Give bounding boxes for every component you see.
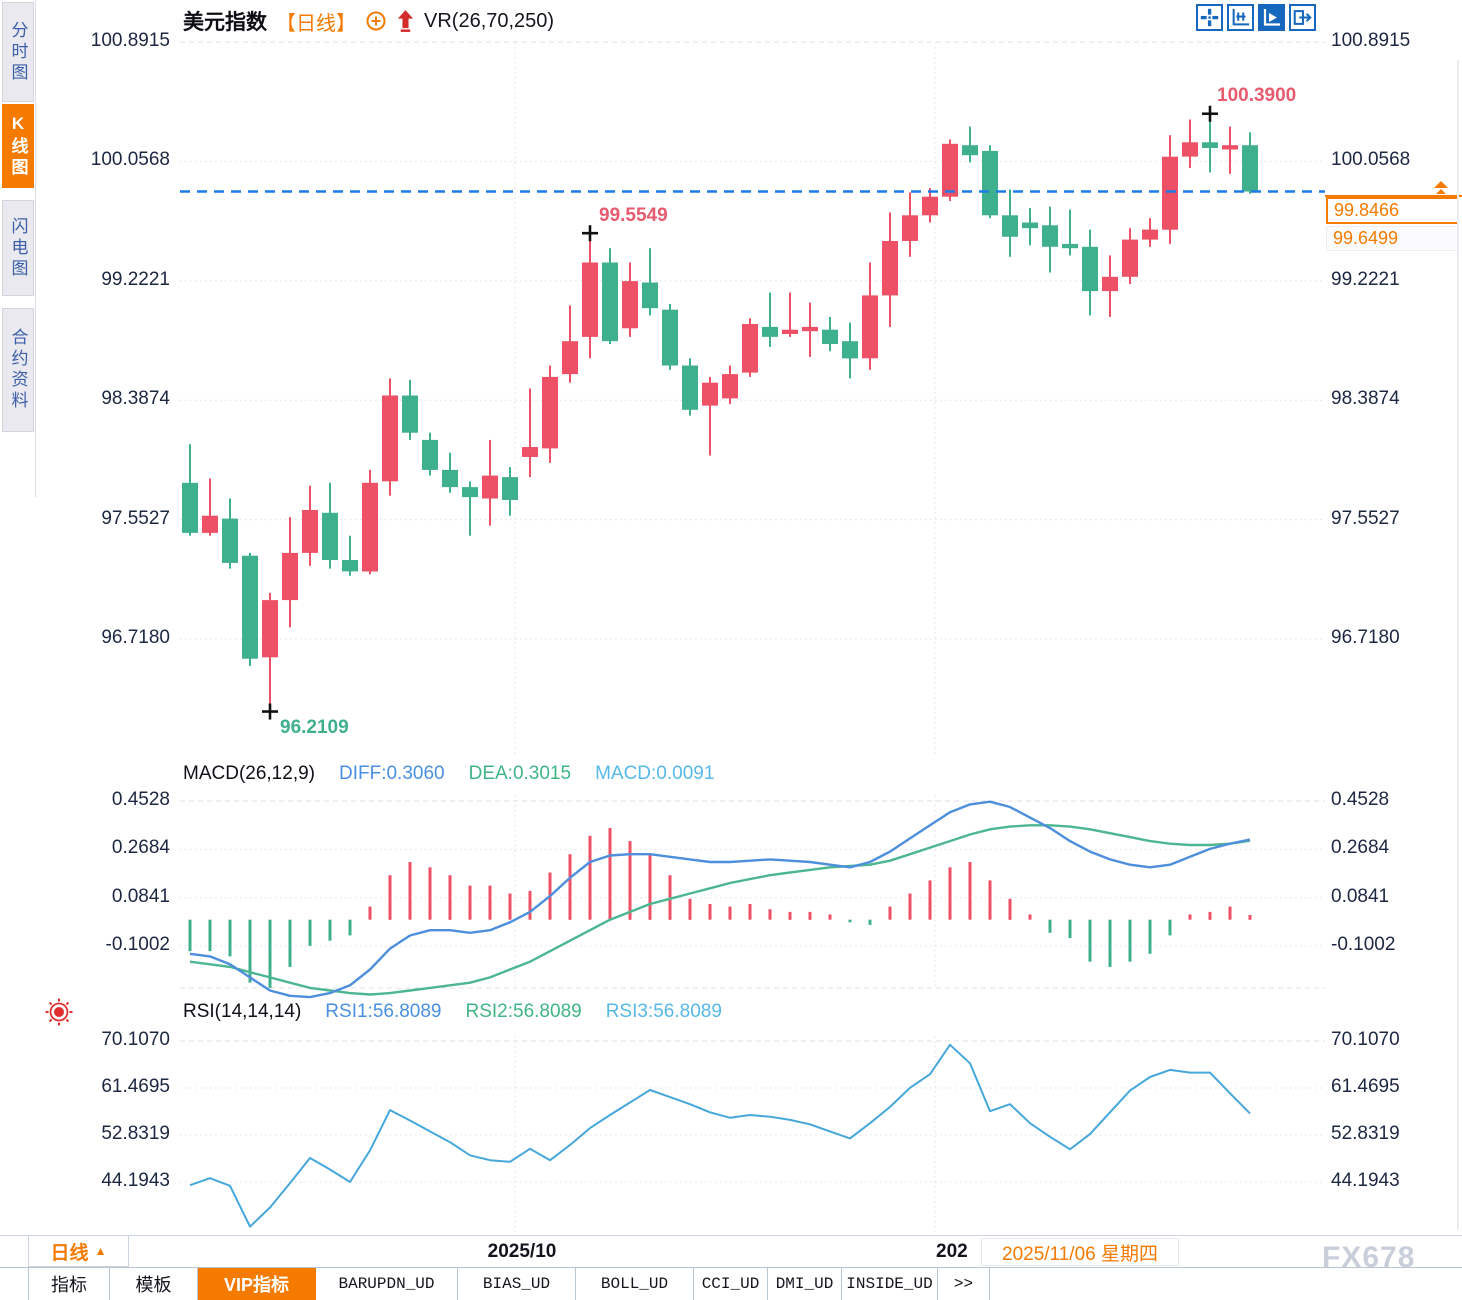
price-axis-tick-right: 97.5527 <box>1331 507 1400 529</box>
up-arrow-icon <box>396 9 415 33</box>
price-axis-tick-left: 97.5527 <box>101 507 170 529</box>
bottom-tab-7[interactable]: DMI_UD <box>768 1268 842 1300</box>
rsi-axis-tick-left: 70.1070 <box>101 1029 170 1050</box>
price-annotation-swing-high-mid: 99.5549 <box>599 205 668 227</box>
bottom-tab-4[interactable]: BIAS_UD <box>458 1268 576 1300</box>
macd-macd-value: MACD:0.0091 <box>595 763 715 784</box>
bottom-tab-8[interactable]: INSIDE_UD <box>842 1268 938 1300</box>
sidebar-tab-1[interactable]: K线图 <box>2 104 34 188</box>
vr-indicator-label: VR(26,70,250) <box>424 9 555 32</box>
rsi-axis-tick-left: 44.1943 <box>101 1170 170 1191</box>
bottom-tab-9[interactable]: >> <box>938 1268 990 1300</box>
pan-crosshair-icon[interactable] <box>1196 4 1223 31</box>
export-panel-icon[interactable] <box>1289 4 1316 31</box>
period-tag: 【日线】 <box>276 12 356 35</box>
price-axis-tick-left: 99.2221 <box>101 268 170 290</box>
price-arrow-icon <box>1432 180 1450 201</box>
rsi-axis-tick-right: 52.8319 <box>1331 1122 1400 1144</box>
prev-price-tag: 99.6499 <box>1326 226 1459 251</box>
price-axis-tick-left: 100.8915 <box>90 30 170 51</box>
rsi-axis-tick-left: 52.8319 <box>101 1122 170 1144</box>
rsi-axis-tick-right: 70.1070 <box>1331 1029 1400 1050</box>
chart-title-bar: 美元指数 【日线】 VR(26,70,250) <box>183 5 554 37</box>
rsi2-value: RSI2:56.8089 <box>465 1001 582 1022</box>
symbol-name: 美元指数 <box>183 11 267 34</box>
price-axis-tick-right: 100.8915 <box>1331 30 1411 51</box>
macd-axis-tick-right: 0.4528 <box>1331 789 1390 810</box>
price-annotation-swing-low: 96.2109 <box>280 716 349 738</box>
macd-header: MACD(26,12,9) DIFF:0.3060 DEA:0.3015 MAC… <box>183 763 714 785</box>
macd-axis-tick-left: 0.4528 <box>111 789 170 810</box>
macd-axis-tick-right: 0.2684 <box>1331 837 1390 859</box>
period-dropdown[interactable]: 日线 ▲ <box>28 1235 129 1267</box>
bottom-tab-bar: 指标 模板 VIP指标 BARUPDN_UD BIAS_UD BOLL_UD CCI_UD D… <box>0 1267 1462 1300</box>
bottom-tab-2[interactable]: VIP指标 <box>198 1268 316 1300</box>
bottom-tab-6[interactable]: CCI_UD <box>694 1268 768 1300</box>
bottom-tab-3[interactable]: BARUPDN_UD <box>316 1268 458 1300</box>
sidebar-tab-0[interactable]: 分时图 <box>2 2 34 102</box>
price-axis-tick-left: 98.3874 <box>101 388 170 410</box>
cursor-date-box: 2025/11/06 星期四 <box>981 1238 1179 1266</box>
macd-dea-value: DEA:0.3015 <box>468 763 572 784</box>
macd-diff-value: DIFF:0.3060 <box>339 763 445 784</box>
last-price-tag: 99.8466 <box>1326 197 1459 224</box>
macd-axis-tick-right: 0.0841 <box>1331 885 1390 907</box>
chart-toolbar <box>1196 4 1316 31</box>
indicator-settings-sun-icon[interactable] <box>44 997 74 1027</box>
last-price-marker-line <box>1325 195 1462 197</box>
plus-circle-icon[interactable] <box>365 10 387 32</box>
rsi-title: RSI(14,14,14) <box>183 1001 302 1022</box>
price-axis-tick-right: 96.7180 <box>1331 627 1400 648</box>
bottom-tab-5[interactable]: BOLL_UD <box>576 1268 694 1300</box>
macd-axis-tick-right: -0.1002 <box>1331 934 1396 955</box>
macd-title: MACD(26,12,9) <box>183 763 315 784</box>
rsi1-value: RSI1:56.8089 <box>325 1001 442 1022</box>
sidebar-tab-3[interactable]: 合约资料 <box>2 308 34 432</box>
rsi-axis-tick-right: 61.4695 <box>1331 1075 1400 1097</box>
right-edge-scrollbar <box>1457 60 1459 1230</box>
price-annotation-swing-high: 100.3900 <box>1217 84 1297 106</box>
macd-axis-tick-left: 0.0841 <box>111 885 170 907</box>
axis-play-icon[interactable] <box>1258 4 1285 31</box>
price-axis-tick-right: 98.3874 <box>1331 388 1400 410</box>
price-axis-tick-right: 99.2221 <box>1331 268 1400 290</box>
rsi-axis-tick-right: 44.1943 <box>1331 1170 1400 1191</box>
axis-scale-icon[interactable] <box>1227 4 1254 31</box>
sidebar-tab-2[interactable]: 闪电图 <box>2 200 34 296</box>
period-dropdown-label: 日线 <box>50 1242 89 1264</box>
x-axis-row: 日线 ▲ 2025/10 202 2025/11/06 星期四 <box>0 1235 1462 1267</box>
rsi-header: RSI(14,14,14) RSI1:56.8089 RSI2:56.8089 … <box>183 1001 722 1023</box>
rsi3-value: RSI3:56.8089 <box>605 1001 722 1022</box>
dropdown-arrow-icon: ▲ <box>94 1244 107 1258</box>
price-axis-tick-right: 100.0568 <box>1331 149 1411 171</box>
x-axis-partial-month-label: 202 <box>936 1241 968 1262</box>
rsi-axis-tick-left: 61.4695 <box>101 1075 170 1097</box>
macd-axis-tick-left: -0.1002 <box>105 934 170 955</box>
bottom-tab-1[interactable]: 模板 <box>110 1268 198 1300</box>
x-axis-month-label: 2025/10 <box>487 1241 557 1262</box>
sidebar-divider <box>35 0 36 497</box>
price-axis-tick-left: 96.7180 <box>101 627 170 648</box>
bottom-tab-0[interactable]: 指标 <box>28 1268 110 1300</box>
macd-axis-tick-left: 0.2684 <box>111 837 170 859</box>
price-axis-tick-left: 100.0568 <box>90 149 170 171</box>
